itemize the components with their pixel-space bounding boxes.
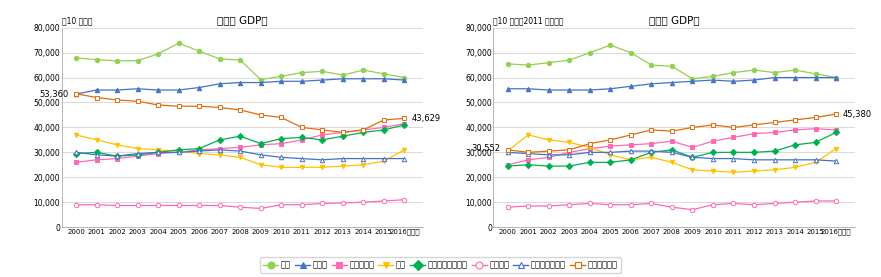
Text: 30,552: 30,552 [472,144,500,153]
Title: 【名目 GDP】: 【名目 GDP】 [217,16,268,25]
Text: 43,629: 43,629 [411,114,440,123]
Text: （10 億円、2011 年価格）: （10 億円、2011 年価格） [493,17,564,26]
Text: 45,380: 45,380 [843,109,872,119]
Title: 【実質 GDP】: 【実質 GDP】 [648,16,700,25]
Text: （10 億円）: （10 億円） [62,17,93,26]
Text: 53,360: 53,360 [40,90,69,99]
Legend: 商業, 不動産, 医療・福祉, 建設, 対事業所サービス, 輸送機械, 対個人サービス, 情報通信産業: 商業, 不動産, 医療・福祉, 建設, 対事業所サービス, 輸送機械, 対個人サ… [260,257,621,273]
